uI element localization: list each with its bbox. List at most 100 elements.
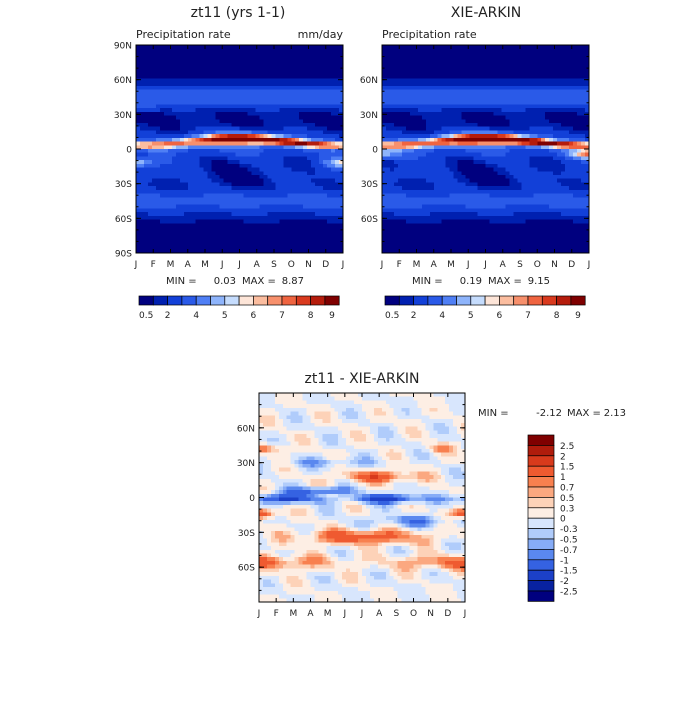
field-cell bbox=[438, 153, 442, 157]
field-cell bbox=[311, 101, 315, 105]
field-cell bbox=[196, 160, 200, 164]
field-cell bbox=[474, 104, 478, 108]
field-cell bbox=[152, 78, 156, 82]
field-cell bbox=[232, 90, 236, 94]
field-cell bbox=[172, 93, 176, 97]
field-cell bbox=[470, 82, 474, 86]
field-cell bbox=[208, 116, 212, 120]
field-cell bbox=[152, 201, 156, 205]
field-cell bbox=[482, 127, 486, 131]
field-cell bbox=[247, 168, 251, 172]
field-cell bbox=[144, 238, 148, 242]
field-cell bbox=[144, 45, 148, 49]
field-cell bbox=[200, 49, 204, 53]
field-cell bbox=[386, 93, 390, 97]
field-cell bbox=[466, 52, 470, 56]
field-cell bbox=[557, 49, 561, 53]
field-cell bbox=[140, 71, 144, 75]
field-cell bbox=[212, 175, 216, 179]
field-cell bbox=[529, 179, 533, 183]
field-cell bbox=[180, 208, 184, 212]
field-cell bbox=[505, 123, 509, 127]
field-cell bbox=[188, 149, 192, 153]
field-cell bbox=[390, 112, 394, 116]
field-cell bbox=[196, 101, 200, 105]
field-cell bbox=[148, 201, 152, 205]
field-cell bbox=[160, 64, 164, 68]
field-cell bbox=[553, 145, 557, 149]
field-cell bbox=[307, 112, 311, 116]
field-cell bbox=[240, 179, 244, 183]
field-cell bbox=[255, 246, 259, 250]
field-cell bbox=[184, 119, 188, 123]
field-cell bbox=[549, 119, 553, 123]
field-cell bbox=[259, 130, 263, 134]
field-cell bbox=[156, 156, 160, 160]
field-cell bbox=[565, 71, 569, 75]
field-cell bbox=[311, 75, 315, 79]
field-cell bbox=[184, 201, 188, 205]
field-cell bbox=[307, 52, 311, 56]
field-cell bbox=[426, 145, 430, 149]
field-cell bbox=[152, 60, 156, 64]
field-cell bbox=[474, 93, 478, 97]
field-cell bbox=[271, 186, 275, 190]
field-cell bbox=[557, 52, 561, 56]
field-cell bbox=[553, 52, 557, 56]
field-cell bbox=[148, 234, 152, 238]
field-cell bbox=[390, 149, 394, 153]
field-cell bbox=[335, 149, 339, 153]
field-cell bbox=[335, 186, 339, 190]
field-cell bbox=[430, 86, 434, 90]
field-cell bbox=[557, 164, 561, 168]
field-cell bbox=[482, 175, 486, 179]
field-cell bbox=[478, 97, 482, 101]
field-cell bbox=[295, 231, 299, 235]
x-tick-label: M bbox=[167, 260, 175, 270]
field-cell bbox=[470, 138, 474, 142]
field-cell bbox=[184, 67, 188, 71]
field-cell bbox=[236, 168, 240, 172]
field-cell bbox=[517, 160, 521, 164]
field-cell bbox=[331, 156, 335, 160]
field-cell bbox=[331, 190, 335, 194]
field-cell bbox=[501, 145, 505, 149]
field-cell bbox=[557, 179, 561, 183]
field-cell bbox=[271, 153, 275, 157]
field-cell bbox=[204, 145, 208, 149]
field-cell bbox=[255, 104, 259, 108]
field-cell bbox=[291, 112, 295, 116]
field-cell bbox=[192, 160, 196, 164]
field-cell bbox=[200, 160, 204, 164]
field-cell bbox=[160, 246, 164, 250]
field-cell bbox=[295, 60, 299, 64]
field-cell bbox=[184, 90, 188, 94]
field-cell bbox=[489, 127, 493, 131]
field-cell bbox=[438, 97, 442, 101]
field-cell bbox=[386, 97, 390, 101]
field-cell bbox=[204, 127, 208, 131]
field-cell bbox=[240, 67, 244, 71]
field-cell bbox=[561, 160, 565, 164]
field-cell bbox=[450, 49, 454, 53]
field-cell bbox=[450, 52, 454, 56]
field-cell bbox=[208, 231, 212, 235]
field-cell bbox=[156, 190, 160, 194]
field-cell bbox=[188, 49, 192, 53]
field-cell bbox=[553, 90, 557, 94]
field-cell bbox=[184, 127, 188, 131]
field-cell bbox=[216, 220, 220, 224]
field-cell bbox=[493, 71, 497, 75]
field-cell bbox=[224, 212, 228, 216]
field-cell bbox=[168, 97, 172, 101]
field-cell bbox=[240, 160, 244, 164]
field-cell bbox=[184, 64, 188, 68]
field-cell bbox=[418, 127, 422, 131]
field-cell bbox=[315, 216, 319, 220]
field-cell bbox=[398, 49, 402, 53]
field-cell bbox=[438, 171, 442, 175]
field-cell bbox=[513, 127, 517, 131]
field-cell bbox=[450, 123, 454, 127]
field-cell bbox=[240, 238, 244, 242]
colorbar-swatch bbox=[296, 296, 310, 305]
